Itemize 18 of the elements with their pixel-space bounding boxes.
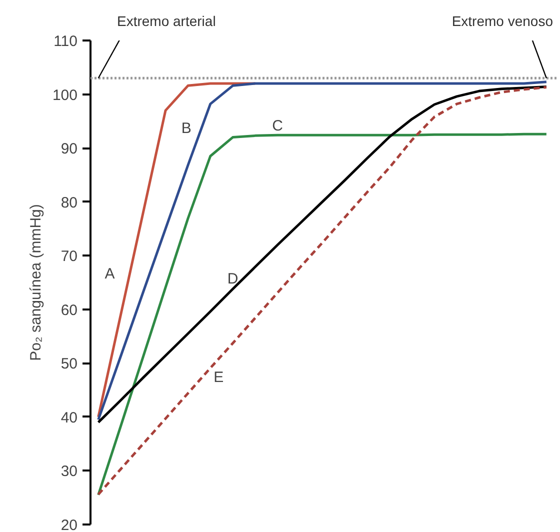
series-label: E [214,369,224,386]
y-tick-label: 60 [60,302,78,319]
y-tick-label: 20 [60,517,78,532]
series-label: A [104,265,115,282]
y-axis-title: Po₂ sanguínea (mmHg) [27,204,44,361]
y-tick-label: 40 [60,409,78,426]
text: Extremo venoso [452,12,553,31]
y-tick-label: 100 [52,86,78,104]
series-label: D [227,270,238,288]
series-label: C [272,118,284,135]
text: Extremo arterial [117,12,216,31]
y-tick-label: 70 [60,248,78,266]
y-tick-label: 110 [54,33,78,50]
series-label: B [181,120,192,137]
y-tick-label: 50 [60,356,78,373]
y-tick-label: 80 [60,194,78,212]
y-tick-label: 90 [60,140,78,158]
y-tick-label: 30 [60,463,78,480]
